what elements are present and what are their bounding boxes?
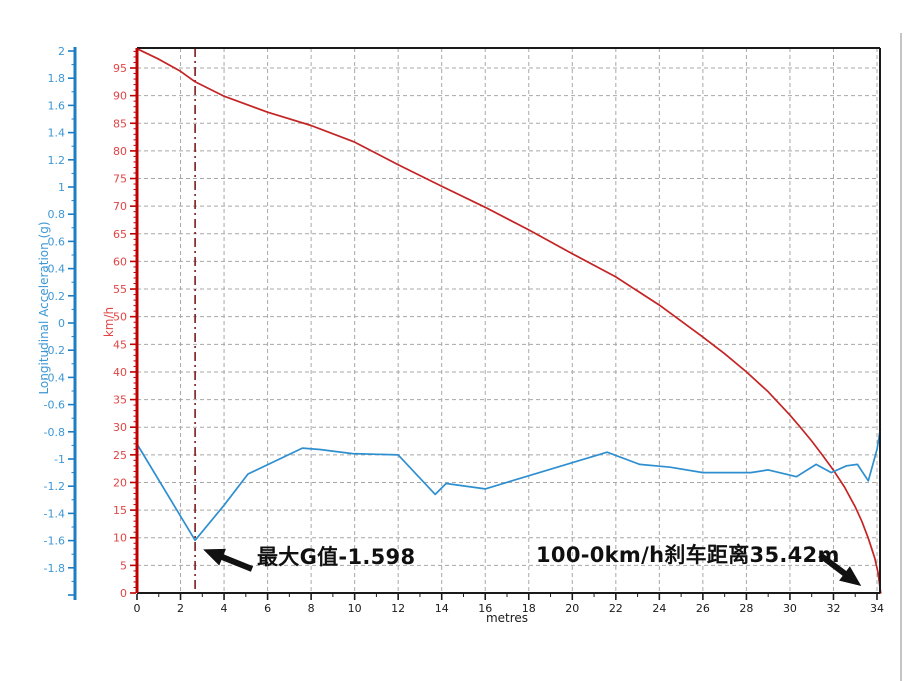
x-tick-label: 2 xyxy=(177,602,184,615)
speed-tick-label: 75 xyxy=(113,173,127,186)
g-tick-label: 1.2 xyxy=(48,154,66,167)
speed-tick-label: 45 xyxy=(113,338,127,351)
x-tick-label: 4 xyxy=(221,602,228,615)
speed-tick-label: 35 xyxy=(113,394,127,407)
speed-tick-label: 20 xyxy=(113,476,127,489)
x-tick-label: 0 xyxy=(134,602,141,615)
g-tick-label: 1.4 xyxy=(48,127,66,140)
x-tick-label: 6 xyxy=(264,602,271,615)
g-tick-label: -0.6 xyxy=(44,399,65,412)
g-tick-label: -0.8 xyxy=(44,426,65,439)
speed-tick-label: 90 xyxy=(113,90,127,103)
speed-tick-label: 85 xyxy=(113,117,127,130)
arrow-to-max-g-shaft xyxy=(217,552,254,572)
g-tick-label: -1.2 xyxy=(44,480,65,493)
speed-tick-label: 5 xyxy=(120,559,127,572)
speed-tick-label: 70 xyxy=(113,200,127,213)
x-tick-label: 20 xyxy=(565,602,579,615)
x-tick-label: 24 xyxy=(652,602,666,615)
x-tick-label: 26 xyxy=(696,602,710,615)
g-tick-label: -0.4 xyxy=(44,371,65,384)
arrow-to-max-g-head xyxy=(203,548,226,566)
g-tick-label: 2 xyxy=(58,45,65,58)
speed-tick-label: 40 xyxy=(113,366,127,379)
arrow-to-curve-end-head xyxy=(839,566,862,586)
annotation-braking-distance: 100-0km/h刹车距离35.42m xyxy=(536,543,840,567)
g-tick-label: 0.8 xyxy=(48,208,66,221)
speed-curve xyxy=(136,47,882,594)
g-tick-label: 0.4 xyxy=(48,263,66,276)
speed-tick-label: 55 xyxy=(113,283,127,296)
x-tick-label: 14 xyxy=(435,602,449,615)
x-tick-label: 10 xyxy=(348,602,362,615)
speed-tick-label: 80 xyxy=(113,145,127,158)
g-tick-label: -1 xyxy=(54,453,65,466)
x-tick-label: 30 xyxy=(783,602,797,615)
g-tick-label: 1.6 xyxy=(48,99,66,112)
speed-tick-label: 15 xyxy=(113,504,127,517)
speed-tick-label: 0 xyxy=(120,587,127,600)
g-tick-label: -1.6 xyxy=(44,535,65,548)
g-tick-label: 0.2 xyxy=(48,290,66,303)
x-tick-label: 34 xyxy=(870,602,884,615)
panel-divider xyxy=(900,33,902,681)
g-tick-label: 0.6 xyxy=(48,235,66,248)
x-tick-label: 22 xyxy=(609,602,623,615)
x-tick-label: 18 xyxy=(522,602,536,615)
speed-axis-title: km/h xyxy=(102,306,116,338)
speed-tick-label: 50 xyxy=(113,311,127,324)
g-tick-label: 1.8 xyxy=(48,72,66,85)
g-tick-label: 0 xyxy=(58,317,65,330)
g-tick-label: -0.2 xyxy=(44,344,65,357)
x-tick-label: 32 xyxy=(826,602,840,615)
speed-tick-label: 65 xyxy=(113,228,127,241)
g-tick-label: -1.8 xyxy=(44,562,65,575)
g-tick-label: -1.4 xyxy=(44,507,65,520)
x-tick-label: 12 xyxy=(391,602,405,615)
speed-tick-label: 30 xyxy=(113,421,127,434)
g-curve xyxy=(136,428,882,542)
annotation-max-g: 最大G值-1.598 xyxy=(257,545,416,569)
g-tick-label: 1 xyxy=(58,181,65,194)
speed-tick-label: 60 xyxy=(113,255,127,268)
x-tick-label: 16 xyxy=(478,602,492,615)
g-axis-title: Longitudinal Acceleration (g) xyxy=(37,221,51,395)
x-axis-title: metres xyxy=(485,611,529,625)
speed-tick-label: 95 xyxy=(113,62,127,75)
arrow-to-curve-end-shaft xyxy=(818,552,850,579)
x-tick-label: 8 xyxy=(308,602,315,615)
speed-tick-label: 10 xyxy=(113,532,127,545)
speed-tick-label: 25 xyxy=(113,449,127,462)
x-tick-label: 28 xyxy=(739,602,753,615)
